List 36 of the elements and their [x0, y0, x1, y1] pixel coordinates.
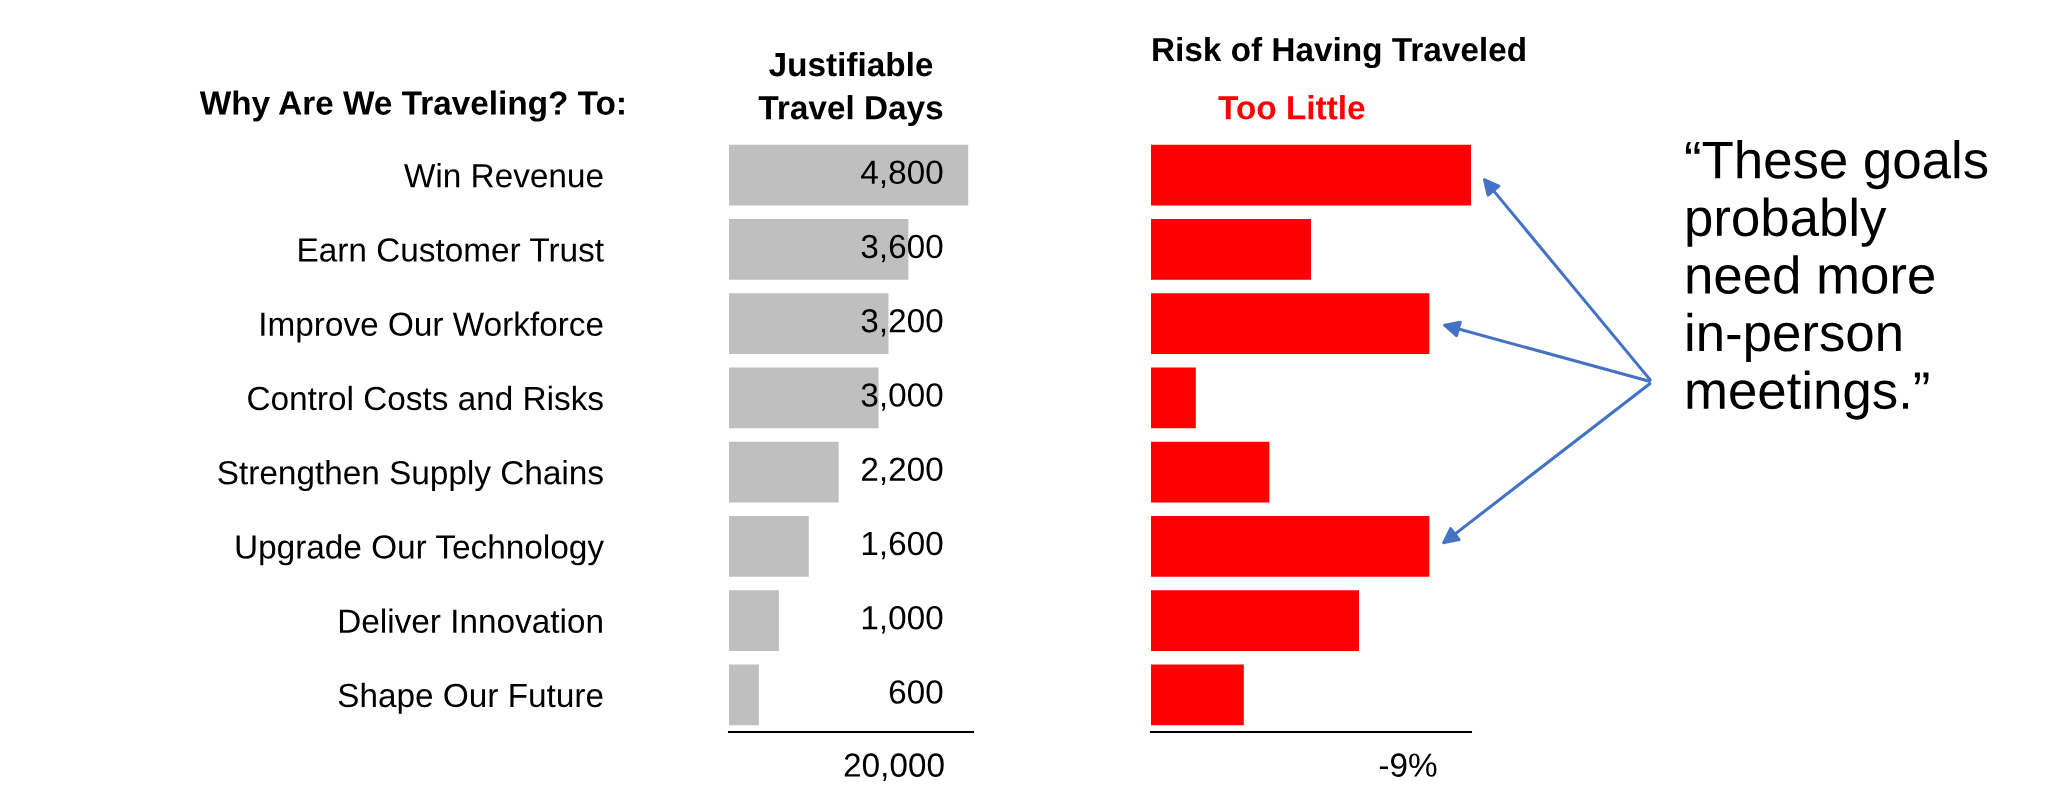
data-label: 3,200 — [861, 308, 943, 337]
text: 20,000 — [844, 753, 944, 781]
data-label: 2,200 — [861, 457, 943, 486]
y-tick-label: Shape Our Future — [338, 682, 603, 714]
y-tick-label: Win Revenue — [404, 163, 603, 188]
bar — [1151, 664, 1244, 726]
bar — [729, 590, 779, 652]
y-tick-label: Upgrade Our Technology — [236, 534, 604, 566]
data-label: 3,600 — [861, 234, 943, 263]
y-tick-label: Improve Our Workforce — [261, 311, 603, 343]
y-tick-label: Deliver Innovation — [339, 608, 602, 634]
data-label: 600 — [889, 680, 943, 704]
bar — [729, 144, 969, 206]
data-label: 4,800 — [861, 160, 943, 189]
chart-title: Risk of Having Traveled — [1153, 36, 1525, 69]
bar — [1151, 218, 1311, 280]
y-tick-label: Strengthen Supply Chains — [218, 460, 603, 492]
y-tick-label: Control Costs and Risks — [248, 385, 603, 411]
bar — [1151, 367, 1196, 429]
bar — [729, 664, 759, 726]
data-label: 3,000 — [861, 383, 943, 411]
bar — [729, 441, 839, 503]
bar — [729, 515, 809, 577]
bar — [1151, 293, 1430, 355]
bar — [1151, 144, 1471, 206]
text: “These goals probably need more in-person meetings.” — [1685, 140, 1988, 420]
bar — [1151, 590, 1359, 652]
chart-title: Justifiable Travel Days — [758, 51, 943, 127]
bar — [1151, 441, 1270, 503]
y-tick-label: Earn Customer Trust — [299, 238, 604, 262]
data-label: 1,000 — [862, 605, 943, 634]
chart-subtitle: Too Little — [1218, 95, 1365, 120]
text: Why Are We Traveling? To: — [199, 90, 624, 122]
bar — [1151, 515, 1430, 577]
text: -9% — [1379, 753, 1437, 777]
data-label: 1,600 — [862, 531, 943, 560]
